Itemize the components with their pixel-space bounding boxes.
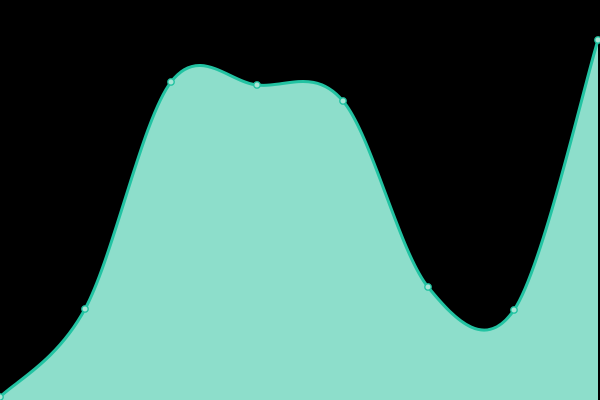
data-point-marker [339, 97, 347, 105]
data-point-marker [510, 306, 518, 314]
data-point-marker [167, 78, 175, 86]
data-point-marker [594, 36, 600, 44]
data-point-marker [81, 305, 89, 313]
data-point-markers [0, 36, 600, 400]
data-point-marker [424, 283, 432, 291]
data-point-marker [253, 81, 261, 89]
data-point-marker [0, 393, 4, 400]
